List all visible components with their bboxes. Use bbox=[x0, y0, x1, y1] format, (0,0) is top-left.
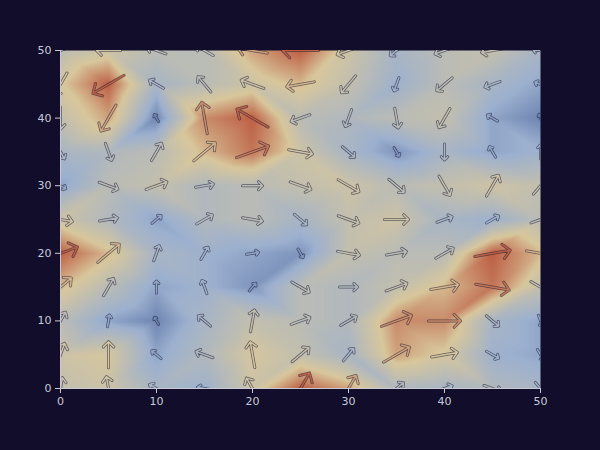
svg-text:30: 30 bbox=[38, 179, 52, 192]
svg-text:20: 20 bbox=[246, 395, 260, 408]
svg-text:50: 50 bbox=[38, 44, 52, 57]
svg-text:10: 10 bbox=[150, 395, 164, 408]
svg-text:20: 20 bbox=[38, 247, 52, 260]
svg-text:0: 0 bbox=[57, 395, 64, 408]
svg-text:0: 0 bbox=[45, 382, 52, 395]
svg-text:40: 40 bbox=[38, 112, 52, 125]
svg-text:50: 50 bbox=[534, 395, 548, 408]
svg-text:30: 30 bbox=[342, 395, 356, 408]
svg-text:10: 10 bbox=[38, 314, 52, 327]
svg-text:40: 40 bbox=[438, 395, 452, 408]
